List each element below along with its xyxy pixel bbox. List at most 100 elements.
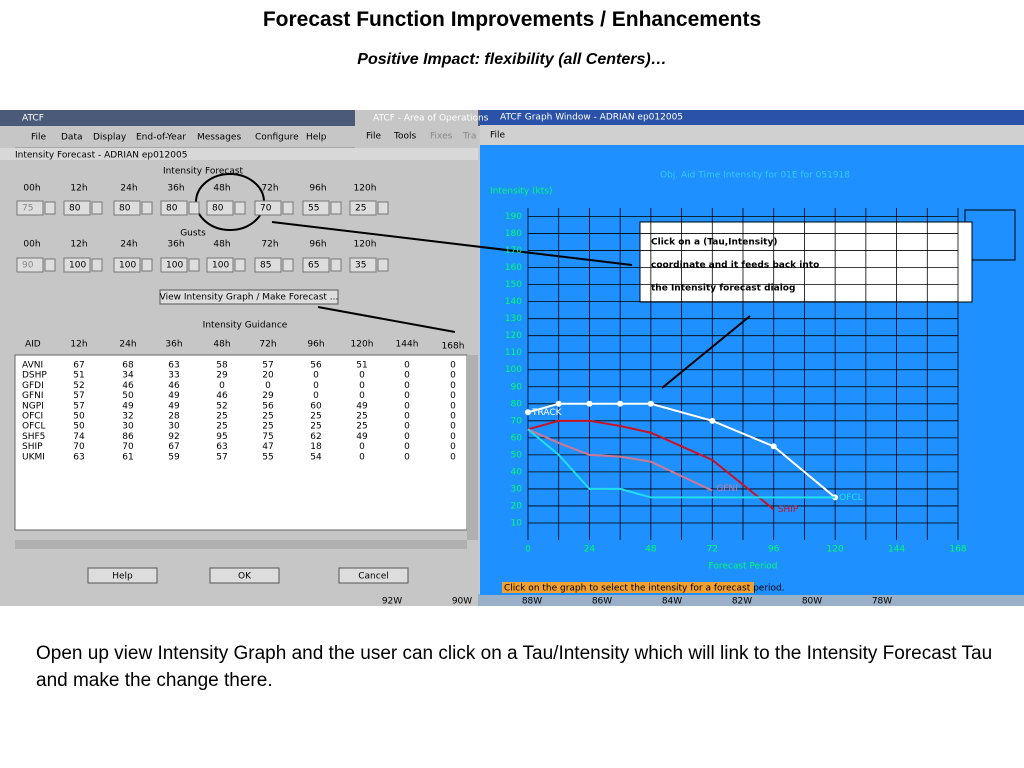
dropdown[interactable] xyxy=(330,201,342,215)
value-text: 80 xyxy=(166,204,178,214)
table-cell: 50 xyxy=(122,391,134,401)
callout-text: Click on a (Tau,Intensity) xyxy=(651,238,777,248)
value-field[interactable] xyxy=(63,200,91,216)
value-field[interactable] xyxy=(206,257,234,273)
menu-item[interactable]: File xyxy=(31,133,47,143)
tau-label: 96h xyxy=(309,240,326,250)
menu-item[interactable]: Fixes xyxy=(430,132,453,142)
table-cell: 49 xyxy=(168,401,180,411)
value-field[interactable] xyxy=(113,257,141,273)
table-cell: 28 xyxy=(168,412,180,422)
menu-item[interactable]: Configure xyxy=(255,133,299,143)
tau-label: 36h xyxy=(167,184,184,194)
menu-item[interactable]: End-of-Year xyxy=(136,133,186,143)
value-field[interactable] xyxy=(63,257,91,273)
dropdown[interactable] xyxy=(44,258,56,272)
menu-item[interactable]: Display xyxy=(93,133,127,143)
dropdown[interactable] xyxy=(91,201,103,215)
table-cell: GFNI xyxy=(22,391,44,401)
value-text: 100 xyxy=(166,261,183,271)
map-label: 84W xyxy=(662,597,682,607)
dropdown[interactable] xyxy=(141,201,153,215)
button[interactable] xyxy=(338,567,409,584)
scrollbar xyxy=(467,355,478,540)
menu-item[interactable]: Tra xyxy=(462,132,476,142)
menu-item[interactable]: Data xyxy=(61,133,83,143)
column-header: 48h xyxy=(213,340,230,350)
table-cell: 0 xyxy=(359,371,365,381)
y-tick-label: 190 xyxy=(505,212,522,222)
value-field[interactable] xyxy=(16,200,44,216)
table-cell: 75 xyxy=(262,432,273,442)
menu-item[interactable]: Tools xyxy=(393,132,416,142)
value-field[interactable] xyxy=(160,200,188,216)
table-cell: 0 xyxy=(450,371,456,381)
data-point[interactable] xyxy=(555,400,562,407)
button-label[interactable]: Help xyxy=(112,572,133,582)
button-label[interactable]: Cancel xyxy=(358,572,389,582)
table-cell: 68 xyxy=(122,361,134,371)
x-tick-label: 0 xyxy=(525,545,531,555)
value-field[interactable] xyxy=(349,200,377,216)
button[interactable] xyxy=(87,567,158,584)
table-cell: 70 xyxy=(73,442,85,452)
dialog-title: Intensity Forecast - ADRIAN ep012005 xyxy=(15,151,187,161)
table-cell: 25 xyxy=(262,422,273,432)
value-field[interactable] xyxy=(160,257,188,273)
dropdown[interactable] xyxy=(188,258,200,272)
graph-button-label[interactable]: View Intensity Graph / Make Forecast ... xyxy=(160,293,339,303)
dropdown[interactable] xyxy=(141,258,153,272)
dropdown[interactable] xyxy=(234,201,246,215)
value-field[interactable] xyxy=(302,257,330,273)
x-tick-label: 120 xyxy=(827,545,844,555)
dropdown[interactable] xyxy=(282,201,294,215)
data-point[interactable] xyxy=(647,400,654,407)
graph-titlebar xyxy=(480,110,1024,125)
dialog-titlebar xyxy=(0,148,478,160)
value-field[interactable] xyxy=(16,257,44,273)
table-cell: 0 xyxy=(359,452,365,462)
slide-title: Forecast Function Improvements / Enhance… xyxy=(262,8,762,31)
dropdown[interactable] xyxy=(44,201,56,215)
menu-item[interactable]: File xyxy=(366,132,382,142)
data-point[interactable] xyxy=(709,417,716,424)
dropdown[interactable] xyxy=(330,258,342,272)
table-cell: 60 xyxy=(310,401,322,411)
table-cell: 0 xyxy=(313,381,319,391)
dropdown[interactable] xyxy=(234,258,246,272)
table-cell: 0 xyxy=(404,371,410,381)
tau-label: 120h xyxy=(354,184,377,194)
table-cell: 55 xyxy=(262,452,273,462)
value-field[interactable] xyxy=(113,200,141,216)
dropdown[interactable] xyxy=(377,258,389,272)
series-label: GFNI xyxy=(716,484,738,494)
column-header: 24h xyxy=(119,340,136,350)
value-field[interactable] xyxy=(254,200,282,216)
table-cell: OFCL xyxy=(22,422,46,432)
dropdown[interactable] xyxy=(91,258,103,272)
arrow xyxy=(661,315,751,389)
value-field[interactable] xyxy=(302,200,330,216)
graph-button[interactable] xyxy=(159,289,339,305)
value-field[interactable] xyxy=(206,200,234,216)
menu-item[interactable]: Help xyxy=(306,133,327,143)
table-cell: 0 xyxy=(450,391,456,401)
data-point[interactable] xyxy=(525,409,531,416)
button-label[interactable]: OK xyxy=(238,572,252,582)
menu-item[interactable]: Messages xyxy=(197,133,241,143)
column-header: AID xyxy=(25,340,41,350)
data-point[interactable] xyxy=(617,400,624,407)
value-text: 55 xyxy=(308,204,319,214)
button[interactable] xyxy=(209,567,280,584)
dropdown[interactable] xyxy=(282,258,294,272)
value-field[interactable] xyxy=(254,257,282,273)
table-cell: 32 xyxy=(122,412,133,422)
dropdown[interactable] xyxy=(377,201,389,215)
menu-item[interactable]: File xyxy=(490,131,506,141)
dropdown[interactable] xyxy=(188,201,200,215)
data-point[interactable] xyxy=(586,400,593,407)
table-cell: 0 xyxy=(450,381,456,391)
data-point[interactable] xyxy=(770,443,777,450)
value-field[interactable] xyxy=(349,257,377,273)
table-cell: 25 xyxy=(356,422,367,432)
